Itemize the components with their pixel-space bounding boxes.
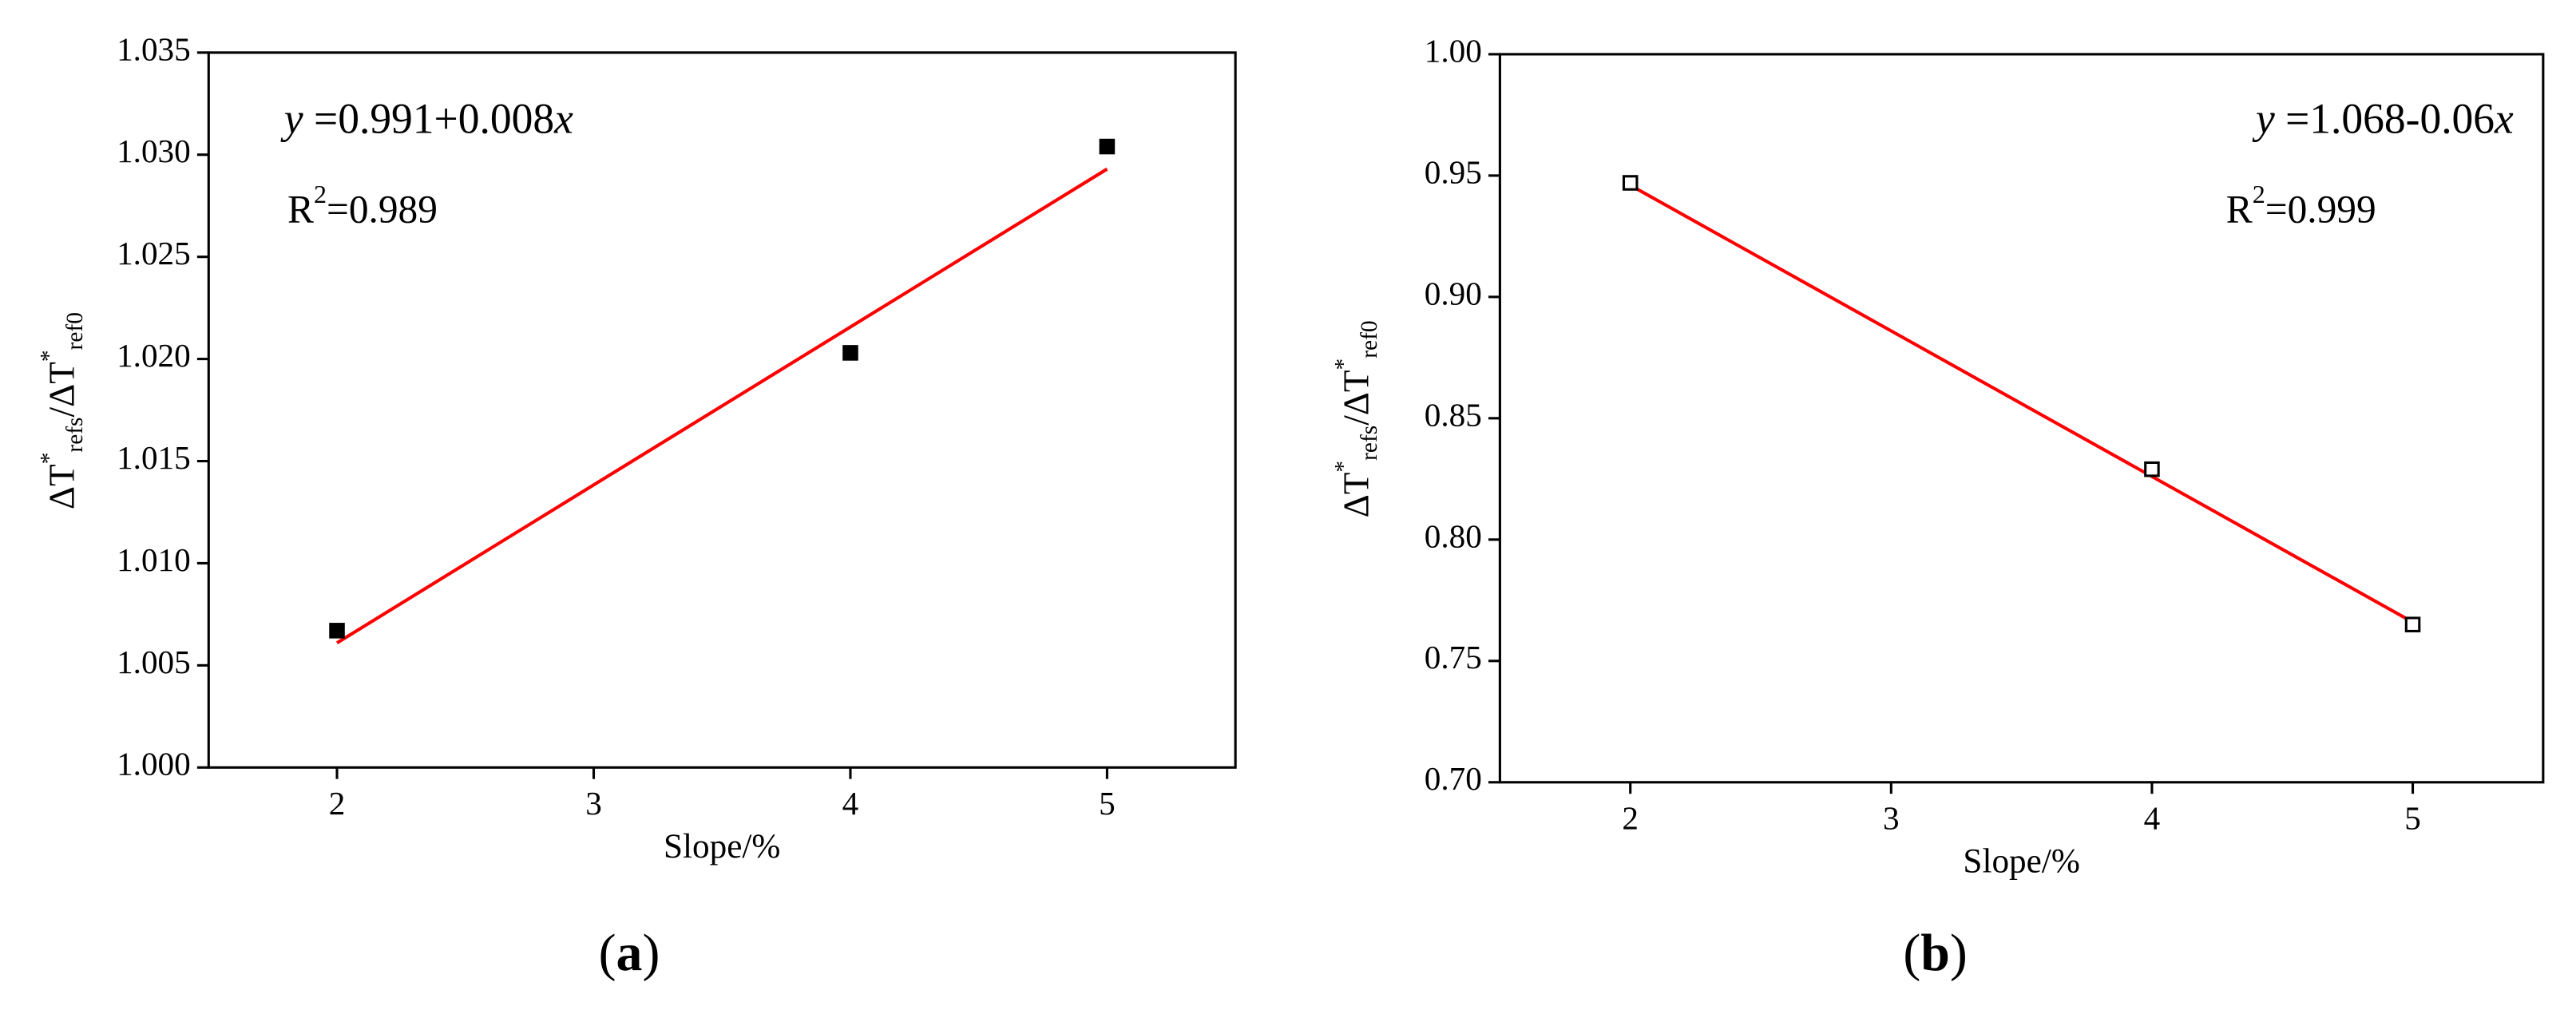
data-point <box>842 345 858 361</box>
caption-part: ( <box>599 924 616 982</box>
fit-equation: y =1.068-0.06x <box>2252 95 2514 143</box>
y-tick-label: 1.00 <box>1425 32 1482 69</box>
r-squared-part: 2 <box>2253 180 2265 208</box>
x-axis-title: Slope/% <box>1963 842 2079 881</box>
caption-part: a <box>616 924 643 982</box>
y-axis-title-part: ref0 <box>62 312 88 350</box>
y-tick-label: 1.020 <box>117 337 191 374</box>
x-tick-label: 4 <box>2144 800 2161 837</box>
y-tick-label: 1.000 <box>117 746 191 782</box>
y-tick-label: 1.010 <box>117 541 191 578</box>
r-squared: R2=0.999 <box>2226 180 2376 232</box>
fit-equation-part: y <box>2252 95 2275 143</box>
x-tick-label: 2 <box>1622 800 1639 837</box>
fit-line <box>335 167 1108 644</box>
y-tick-label: 1.035 <box>117 30 191 67</box>
r-squared-part: =0.999 <box>2265 188 2376 232</box>
fit-equation: y =0.991+0.008x <box>280 95 573 143</box>
data-point <box>2404 616 2421 632</box>
y-axis-title-part: refs <box>62 418 88 453</box>
y-tick-label: 0.80 <box>1425 517 1482 554</box>
y-axis-title: ΔT*refs/ΔT*ref0 <box>36 312 88 509</box>
fit-line <box>1629 184 2414 624</box>
r-squared-part: R <box>287 188 314 232</box>
y-axis-title-part: * <box>1330 358 1356 370</box>
x-tick-label: 4 <box>842 785 859 822</box>
x-tick-label: 2 <box>329 785 346 822</box>
x-tick-label: 3 <box>1883 800 1900 837</box>
y-axis-title-part: * <box>36 350 61 362</box>
caption-part: b <box>1920 924 1950 982</box>
y-axis-title-part: /ΔT <box>42 362 82 417</box>
y-axis-title-part: ΔT <box>42 464 82 509</box>
fit-equation-part: =0.991+0.008 <box>303 95 554 143</box>
caption-part: ( <box>1903 924 1920 982</box>
y-axis-title-part: /ΔT <box>1337 370 1377 425</box>
data-point <box>329 623 345 639</box>
r-squared-part: R <box>2226 188 2253 232</box>
y-axis-title-part: * <box>36 453 61 465</box>
y-axis-title-part: ref0 <box>1357 320 1382 358</box>
caption-part: ) <box>1950 924 1968 982</box>
fit-equation-part: =1.068-0.06 <box>2275 95 2495 143</box>
y-tick-label: 1.025 <box>117 235 191 271</box>
caption: (a) <box>599 924 660 982</box>
y-tick-label: 0.85 <box>1425 396 1482 433</box>
y-tick-label: 1.005 <box>117 644 191 680</box>
chart: 0.70 0.75 0.80 0.85 0.90 0.95 1.00 2 3 4 5 Slope/% Δ… <box>1330 32 2545 982</box>
y-axis-title-part: * <box>1330 461 1356 473</box>
y-tick-label: 0.95 <box>1425 153 1482 190</box>
y-axis-title-part: refs <box>1357 426 1382 461</box>
x-tick-label: 3 <box>585 785 602 822</box>
x-tick-label: 5 <box>2404 800 2421 837</box>
caption: (b) <box>1903 924 1967 982</box>
data-point <box>2144 461 2160 477</box>
x-tick-label: 5 <box>1099 785 1116 822</box>
y-axis-title: ΔT*refs/ΔT*ref0 <box>1330 320 1382 517</box>
r-squared: R2=0.989 <box>287 180 438 232</box>
fit-equation-part: x <box>553 95 573 143</box>
fit-equation-part: y <box>280 95 303 143</box>
r-squared-part: 2 <box>314 180 327 208</box>
fit-equation-part: x <box>2494 95 2514 143</box>
y-axis-title-part: ΔT <box>1337 473 1377 518</box>
plot-frame <box>1498 53 2545 784</box>
chart: 1.000 1.005 1.010 1.015 1.020 1.025 1.030 1.035… <box>36 30 1237 982</box>
data-point <box>1622 175 1639 191</box>
y-tick-label: 0.75 <box>1425 639 1482 675</box>
plot-frame <box>207 51 1237 769</box>
y-tick-label: 0.70 <box>1425 760 1482 797</box>
y-tick-label: 0.90 <box>1425 275 1482 311</box>
x-axis-title: Slope/% <box>664 827 780 865</box>
r-squared-part: =0.989 <box>327 188 438 232</box>
data-point <box>1099 138 1116 155</box>
y-tick-label: 1.015 <box>117 439 191 476</box>
caption-part: ) <box>642 924 660 982</box>
y-tick-label: 1.030 <box>117 133 191 169</box>
